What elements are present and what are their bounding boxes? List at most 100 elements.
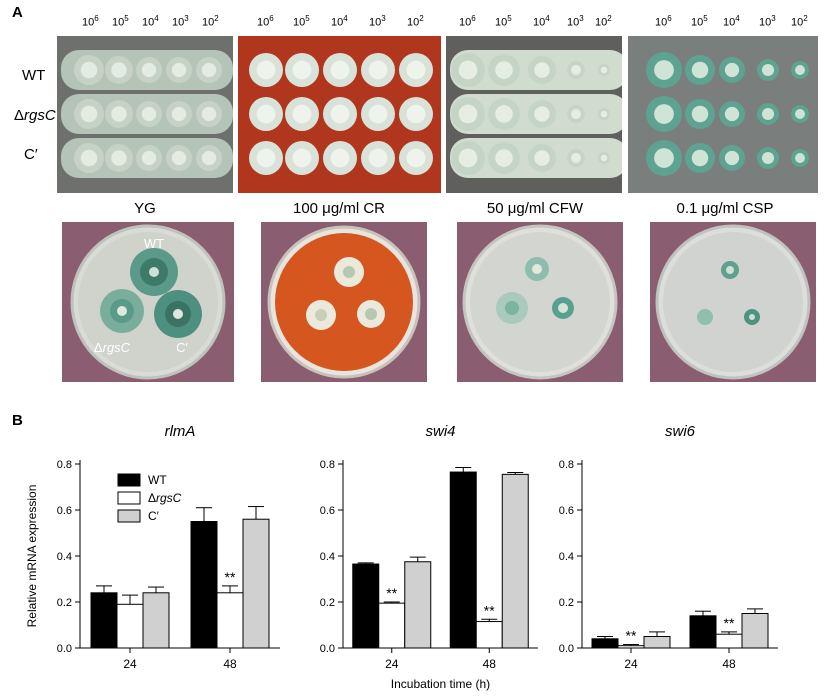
- y-tick-label: 0.4: [559, 551, 574, 563]
- chart-title: rlmA: [165, 423, 196, 440]
- y-tick-label: 0.2: [559, 597, 574, 609]
- colony-center: [330, 104, 350, 124]
- spot-colonies-csp: [646, 52, 809, 176]
- bar: [449, 471, 477, 649]
- colony-center: [458, 148, 478, 168]
- legend-label: WT: [148, 473, 167, 487]
- petri-dish-csp-image: [650, 222, 816, 382]
- strain-label-mutant: ΔrgsC: [14, 107, 56, 124]
- dish-label-mutant: ΔrgsC: [94, 340, 131, 355]
- dish-label-complement: C′: [176, 340, 188, 355]
- expression-bar-charts: rlmA 0.0 0.2 0.4 0.6 0.8 24 48 ** Relative mRNA e…: [25, 423, 778, 691]
- spot-plate-cfw: [446, 36, 622, 193]
- colony-center: [654, 148, 674, 168]
- bar: [190, 521, 218, 649]
- y-tick-label: 0.8: [57, 459, 72, 471]
- colony-center: [571, 153, 581, 163]
- colony-center: [691, 61, 709, 79]
- bar: [404, 561, 432, 649]
- y-tick-label: 0.8: [559, 459, 574, 471]
- colony-center: [795, 109, 805, 119]
- bar: [617, 645, 645, 649]
- colony-center: [80, 105, 98, 123]
- colony-center: [330, 60, 350, 80]
- legend-label: C′: [148, 509, 160, 523]
- dilution-label: 105: [691, 14, 708, 29]
- y-tick-label: 0.0: [559, 643, 574, 655]
- legend-name: rgsC: [156, 491, 182, 505]
- spot-plate-cr-image: [238, 36, 441, 193]
- colony-center: [330, 148, 350, 168]
- significance-marker: **: [626, 628, 637, 644]
- strain-label-complement: C′: [24, 146, 38, 163]
- dilution-label: 103: [759, 14, 776, 29]
- colony-center: [458, 60, 478, 80]
- colony-center: [406, 104, 426, 124]
- colony-center: [368, 104, 388, 124]
- bar: [475, 621, 503, 649]
- chart-title: swi4: [425, 423, 455, 440]
- colony-center: [571, 65, 581, 75]
- panel-a-letter: A: [12, 4, 23, 21]
- legend-name: WT: [148, 473, 167, 487]
- colony-center: [80, 149, 98, 167]
- colony-center: [534, 150, 550, 166]
- colony-center: [201, 106, 217, 122]
- spot-plate-yg-image: [57, 36, 233, 193]
- y-tick-label: 0.6: [57, 505, 72, 517]
- legend-name: C′: [148, 509, 160, 523]
- colony-center: [201, 150, 217, 166]
- y-tick-label: 0.8: [320, 459, 335, 471]
- legend-label: ΔrgsC: [148, 491, 182, 505]
- x-tick-label: 24: [624, 657, 638, 671]
- colony-center: [256, 148, 276, 168]
- bar: [352, 563, 380, 649]
- bar: [242, 518, 270, 649]
- spot-colonies-cfw: [450, 50, 622, 178]
- bar: [591, 638, 619, 649]
- colony-center: [256, 104, 276, 124]
- bar: [142, 592, 170, 649]
- legend-swatch: [117, 473, 141, 487]
- panel-b-letter: B: [12, 412, 23, 429]
- colony-center: [691, 149, 709, 167]
- colony-center: [761, 63, 775, 77]
- colony-center: [691, 105, 709, 123]
- petri-dish-yg-image: WT ΔrgsC C′: [62, 222, 234, 382]
- condition-label-csp: 0.1 μg/ml CSP: [676, 200, 774, 217]
- petri-dish-cfw-image: [457, 222, 623, 382]
- spot-colonies-yg: [61, 50, 233, 178]
- dilution-label: 105: [112, 14, 129, 29]
- colony-center: [292, 148, 312, 168]
- strain-label-wt: WT: [22, 67, 46, 84]
- spot-plate-csp: [628, 36, 818, 193]
- condition-label-yg: YG: [134, 200, 156, 217]
- colony-center: [256, 60, 276, 80]
- colony-center: [141, 106, 157, 122]
- dilution-label: 104: [331, 14, 348, 29]
- bar: [378, 602, 406, 649]
- dilution-label: 104: [533, 14, 550, 29]
- colony-center: [406, 60, 426, 80]
- petri-dish-cfw: [457, 222, 623, 382]
- dilution-label: 106: [257, 14, 274, 29]
- chart-title: swi6: [665, 423, 696, 440]
- spot-plate-csp-image: [628, 36, 818, 193]
- colony-center: [534, 62, 550, 78]
- colony-center: [80, 61, 98, 79]
- bar: [90, 592, 118, 649]
- legend-swatch: [117, 509, 141, 523]
- colony-center: [654, 60, 674, 80]
- colony-center: [654, 104, 674, 124]
- colony-center: [724, 106, 740, 122]
- bar: [715, 633, 743, 649]
- dilution-label: 106: [655, 14, 672, 29]
- dilution-label: 105: [293, 14, 310, 29]
- y-axis-label: Relative mRNA expression: [25, 485, 39, 628]
- colony-center: [111, 150, 127, 166]
- colony-center: [458, 104, 478, 124]
- x-tick-label: 48: [483, 657, 497, 671]
- colony-center: [795, 153, 805, 163]
- spot-colonies-cr: [249, 53, 433, 175]
- x-axis-label: Incubation time (h): [391, 677, 490, 691]
